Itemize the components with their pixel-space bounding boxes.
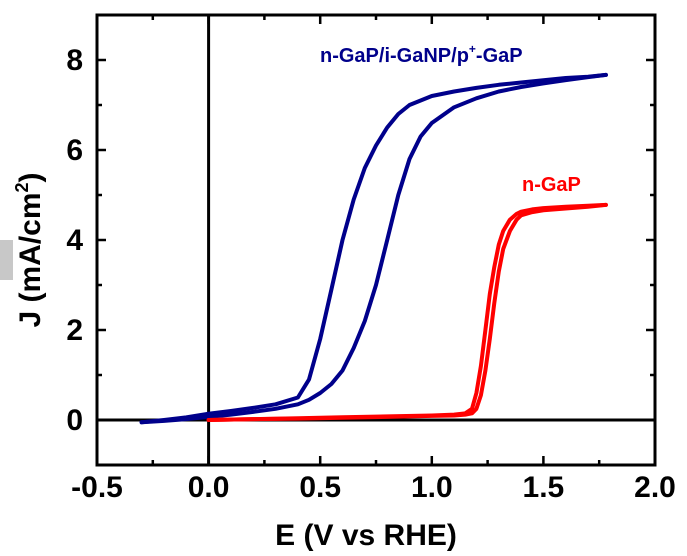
x-tick-label: 0.0 [188,471,230,504]
x-tick-label: 1.5 [523,471,565,504]
y-axis-title: J (mA/cm2) [12,172,47,327]
y-tick-label: 2 [66,314,83,347]
x-tick-label: 0.5 [299,471,341,504]
series-1-sweep-1-line [206,202,608,422]
series-label-1: n-GaP [522,174,581,196]
x-tick-label: -0.5 [71,471,123,504]
side-tab [0,240,13,280]
series-label-0: n-GaP/i-GaNP/p+-GaP [320,42,523,67]
plot-frame [95,13,657,467]
y-tick-label: 0 [66,404,83,437]
x-tick-label: 2.0 [634,471,676,504]
y-tick-label: 6 [66,134,83,167]
x-tick-label: 1.0 [411,471,453,504]
series-1-sweep-0-line [206,202,608,422]
series-0-sweep-1-line [139,72,608,425]
y-tick-label: 8 [66,44,83,77]
y-tick-label: 4 [66,224,83,257]
series-0-sweep-0-line [139,72,608,425]
x-axis-title: E (V vs RHE) [275,519,457,552]
